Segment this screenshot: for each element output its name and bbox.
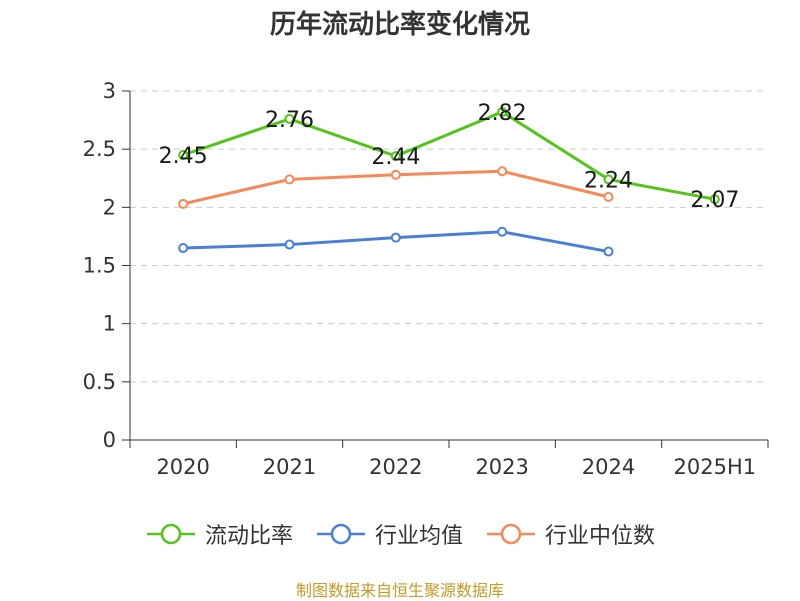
data-label: 2.44 <box>371 145 420 170</box>
legend-item[interactable]: 流动比率 <box>145 518 293 550</box>
x-tick-label: 2023 <box>475 455 528 479</box>
legend-marker-icon <box>316 523 365 545</box>
data-point <box>178 243 189 254</box>
data-point <box>178 198 189 209</box>
y-tick-label: 1.5 <box>83 254 116 278</box>
legend-label: 行业中位数 <box>545 524 656 549</box>
data-point <box>178 149 189 160</box>
data-point <box>497 166 508 177</box>
data-label: 2.45 <box>159 144 208 169</box>
y-tick-label: 1 <box>103 312 116 336</box>
y-tick-label: 0.5 <box>83 370 116 394</box>
data-point <box>390 169 401 180</box>
legend-marker-icon <box>146 523 195 545</box>
legend-item[interactable]: 行业中位数 <box>485 518 655 550</box>
data-point <box>390 232 401 243</box>
data-point <box>603 191 614 202</box>
label-layer: 2.45 2.76 2.44 2.82 2.24 2.07 <box>159 101 740 213</box>
y-tick-label: 2 <box>103 195 116 219</box>
x-tick-label: 2021 <box>263 455 316 479</box>
legend: 流动比率 行业均值 行业中位数 <box>0 518 800 550</box>
y-tick-label: 2.5 <box>83 137 116 161</box>
data-point <box>709 194 720 205</box>
y-tick-label: 3 <box>103 79 116 103</box>
x-tick-label: 2024 <box>582 455 635 479</box>
series-line <box>182 110 716 201</box>
axis-layer: 0 0.5 1 1.5 2 2.5 3 2020 2021 2022 2023 2024 2025H1 <box>83 79 769 479</box>
x-tick-label: 2020 <box>156 455 209 479</box>
y-tick-label: 0 <box>103 428 116 452</box>
x-tick-label: 2025H1 <box>674 455 757 479</box>
data-point <box>603 174 614 185</box>
source-note: 制图数据来自恒生聚源数据库 <box>295 581 504 600</box>
data-point <box>497 106 508 117</box>
legend-label: 流动比率 <box>204 524 293 549</box>
chart-title: 历年流动比率变化情况 <box>269 10 530 40</box>
data-point <box>497 226 508 237</box>
data-label: 2.07 <box>690 188 739 213</box>
grid-layer <box>130 90 768 383</box>
data-label: 2.24 <box>584 168 633 193</box>
data-label: 2.82 <box>478 101 527 126</box>
data-point <box>284 239 295 250</box>
x-tick-label: 2022 <box>369 455 422 479</box>
data-point <box>603 246 614 257</box>
series-layer <box>178 106 720 257</box>
legend-item[interactable]: 行业均值 <box>315 518 463 550</box>
data-point <box>284 113 295 124</box>
data-point <box>284 174 295 185</box>
data-label: 2.76 <box>265 108 314 133</box>
legend-marker-icon <box>487 523 535 545</box>
legend-label: 行业均值 <box>374 524 463 549</box>
data-point <box>390 151 401 162</box>
